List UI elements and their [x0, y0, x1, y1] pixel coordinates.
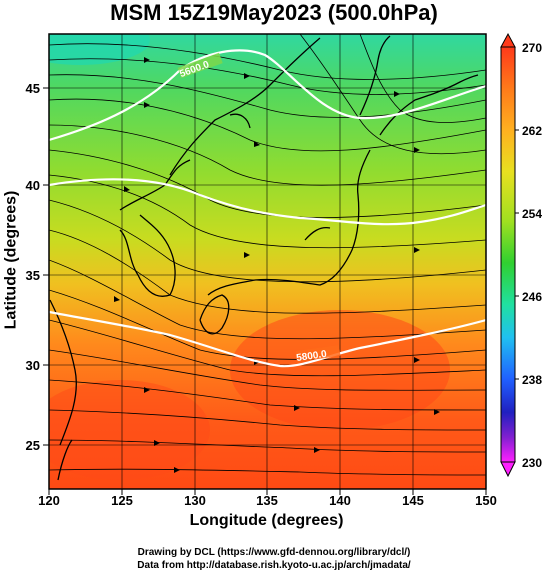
y-tick-label: 45: [26, 81, 40, 96]
colorbar-tick-label: 230: [522, 456, 542, 470]
colorbar-tick-label: 246: [522, 290, 542, 304]
y-tick-label: 35: [26, 268, 40, 283]
x-tick-label: 135: [256, 493, 278, 508]
x-tick-label: 130: [184, 493, 206, 508]
axis-tick-marks: [43, 87, 487, 495]
colorbar-bottom-triangle: [500, 461, 516, 478]
coastlines: [49, 35, 479, 481]
y-axis-label: Latitude (degrees): [2, 190, 20, 330]
colorbar: 270 262 254 246 238 230: [500, 32, 542, 478]
colorbar-tick-label: 238: [522, 373, 542, 387]
contour-5700: [49, 178, 486, 226]
grid-lines: [49, 34, 486, 489]
colorbar-top-triangle: [500, 32, 516, 48]
x-axis-label: Longitude (degrees): [189, 512, 344, 529]
contour-5800: [49, 310, 486, 368]
colorbar-tick-label: 254: [522, 207, 542, 221]
colorbar-tick-label: 262: [522, 124, 542, 138]
contour-label-5800: 5800.0: [296, 349, 328, 364]
y-tick-label: 25: [26, 438, 40, 453]
credit-data-source: Data from http://database.rish.kyoto-u.a…: [137, 560, 411, 571]
x-tick-label: 125: [111, 493, 133, 508]
colorbar-gradient: [500, 46, 516, 463]
cool-patch-nw: [49, 34, 150, 65]
credit-drawing: Drawing by DCL (https://www.gfd-dennou.o…: [137, 547, 411, 558]
map-plot-area: 5600.0 5800.0: [49, 34, 486, 489]
wind-streamlines: [49, 34, 486, 476]
x-tick-label: 150: [475, 493, 497, 508]
warm-patch-sw: [49, 380, 210, 480]
geopotential-contours: [49, 49, 486, 368]
contour-5600: [49, 49, 486, 142]
x-tick-label: 120: [38, 493, 60, 508]
colorbar-tick-label: 270: [522, 41, 542, 55]
y-tick-label: 30: [26, 358, 40, 373]
y-tick-label: 40: [26, 178, 40, 193]
x-tick-label: 145: [402, 493, 424, 508]
map-title: MSM 15Z19May2023 (500.0hPa): [110, 0, 438, 25]
x-tick-label: 140: [329, 493, 351, 508]
